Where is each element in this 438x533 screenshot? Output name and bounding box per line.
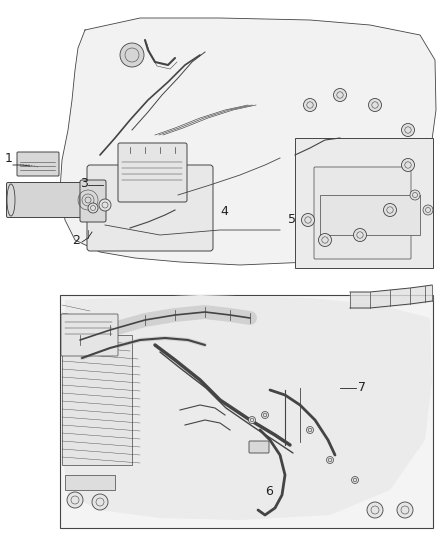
Text: 7: 7 xyxy=(358,381,366,394)
Circle shape xyxy=(368,99,381,111)
Circle shape xyxy=(318,233,332,246)
FancyBboxPatch shape xyxy=(118,143,187,202)
Polygon shape xyxy=(60,18,436,265)
Circle shape xyxy=(423,205,433,215)
Circle shape xyxy=(261,411,268,418)
Bar xyxy=(60,295,433,528)
Circle shape xyxy=(304,99,317,111)
FancyBboxPatch shape xyxy=(320,195,420,235)
Circle shape xyxy=(248,416,255,424)
Circle shape xyxy=(333,88,346,101)
FancyBboxPatch shape xyxy=(249,441,269,453)
Text: 5: 5 xyxy=(288,213,296,226)
Circle shape xyxy=(397,502,413,518)
Polygon shape xyxy=(62,295,432,520)
Text: 6: 6 xyxy=(265,485,273,498)
Circle shape xyxy=(410,190,420,200)
Text: 4: 4 xyxy=(220,205,228,218)
Circle shape xyxy=(402,124,414,136)
FancyBboxPatch shape xyxy=(314,167,411,259)
Circle shape xyxy=(402,158,414,172)
Circle shape xyxy=(120,43,144,67)
Circle shape xyxy=(99,199,111,211)
FancyBboxPatch shape xyxy=(7,182,89,217)
Ellipse shape xyxy=(81,184,89,216)
FancyBboxPatch shape xyxy=(61,314,118,356)
Text: 1: 1 xyxy=(5,152,13,165)
Circle shape xyxy=(88,203,98,213)
Circle shape xyxy=(353,229,367,241)
Circle shape xyxy=(367,502,383,518)
Circle shape xyxy=(326,456,333,464)
Ellipse shape xyxy=(7,184,15,216)
Circle shape xyxy=(307,426,314,433)
FancyBboxPatch shape xyxy=(62,335,132,465)
FancyBboxPatch shape xyxy=(80,180,106,222)
Text: 2: 2 xyxy=(72,234,80,247)
Circle shape xyxy=(352,477,358,483)
FancyBboxPatch shape xyxy=(295,138,433,268)
Circle shape xyxy=(384,204,396,216)
Bar xyxy=(0,283,438,533)
FancyBboxPatch shape xyxy=(17,152,59,176)
Bar xyxy=(65,475,115,490)
Circle shape xyxy=(92,494,108,510)
Circle shape xyxy=(67,492,83,508)
Circle shape xyxy=(301,214,314,227)
FancyBboxPatch shape xyxy=(87,165,213,251)
Ellipse shape xyxy=(80,182,96,218)
Text: 3: 3 xyxy=(80,177,88,190)
